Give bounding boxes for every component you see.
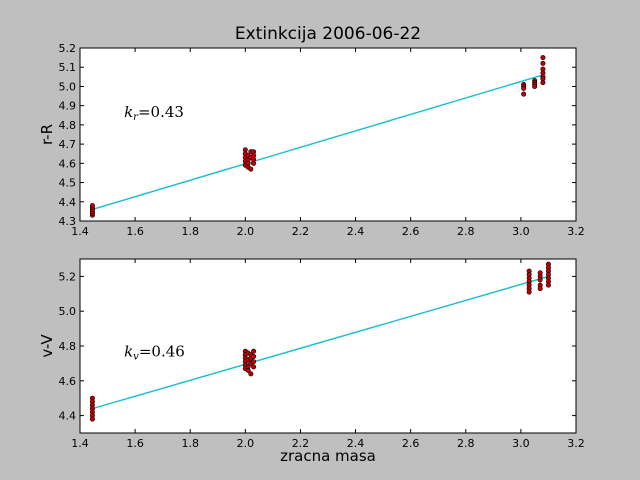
series-1 bbox=[89, 261, 551, 422]
data-point bbox=[248, 166, 254, 172]
x-tick-label: 2.2 bbox=[292, 437, 310, 450]
y-tick-label: 5.0 bbox=[59, 305, 77, 318]
plots-container: 1.4 1.6 1.8 2.0 2.2 2.4 2.6 2.8 3.0 3.2 4.3 4.4 4.5 4… bbox=[38, 42, 585, 465]
data-point bbox=[540, 60, 546, 66]
x-tick-label: 2.0 bbox=[237, 437, 255, 450]
series-1 bbox=[89, 55, 546, 218]
y-tick-label: 4.3 bbox=[59, 215, 77, 228]
x-tick-label: 3.2 bbox=[567, 225, 585, 238]
data-point bbox=[251, 359, 257, 365]
extinction-coefficient-label: kr=0.43 bbox=[124, 103, 184, 123]
data-point bbox=[540, 80, 546, 86]
axes-background bbox=[80, 259, 576, 433]
x-tick-label: 2.4 bbox=[347, 225, 365, 238]
y-tick-label: 5.2 bbox=[59, 270, 77, 283]
axes-background bbox=[80, 48, 576, 221]
data-point bbox=[540, 55, 546, 61]
y-tick-label: 4.8 bbox=[59, 340, 77, 353]
data-point bbox=[89, 416, 95, 422]
x-tick-label: 3.0 bbox=[512, 225, 530, 238]
x-tick-label: 1.6 bbox=[126, 225, 144, 238]
data-point bbox=[545, 282, 551, 288]
data-point bbox=[532, 83, 538, 89]
data-point bbox=[245, 367, 251, 373]
y-tick-label: 4.4 bbox=[59, 196, 77, 209]
y-tick-label: 4.5 bbox=[59, 177, 77, 190]
fit-line bbox=[92, 275, 549, 410]
axes-frame bbox=[79, 47, 577, 222]
data-point bbox=[537, 277, 543, 283]
y-tick-label: 5.2 bbox=[59, 42, 77, 55]
y-tick-label: 4.4 bbox=[59, 410, 77, 423]
data-point bbox=[526, 289, 532, 295]
x-tick-label: 3.0 bbox=[512, 437, 530, 450]
y-tick-label: 4.6 bbox=[59, 157, 77, 170]
data-point bbox=[251, 160, 257, 166]
y-tick-label: 4.8 bbox=[59, 119, 77, 132]
fit-line bbox=[92, 74, 544, 211]
data-point bbox=[251, 353, 257, 359]
x-tick-label: 2.4 bbox=[347, 437, 365, 450]
x-tick-label: 3.2 bbox=[567, 437, 585, 450]
x-tick-label: 1.4 bbox=[71, 225, 89, 238]
x-tick-label: 1.8 bbox=[181, 437, 199, 450]
y-tick-label: 5.0 bbox=[59, 80, 77, 93]
x-tick-label: 2.2 bbox=[292, 225, 310, 238]
y-tick-label: 4.9 bbox=[59, 100, 77, 113]
chart-title: Extinkcija 2006-06-22 bbox=[235, 24, 421, 44]
data-point bbox=[251, 348, 257, 354]
x-tick-label: 2.6 bbox=[402, 225, 420, 238]
x-axis-label: zracna masa bbox=[280, 447, 376, 465]
data-point bbox=[521, 91, 527, 97]
subplot-1: 1.4 1.6 1.8 2.0 2.2 2.4 2.6 2.8 3.0 3.2 4.3 4.4 4.5 4… bbox=[38, 42, 585, 238]
y-tick-label: 4.7 bbox=[59, 138, 77, 151]
data-point bbox=[251, 364, 257, 370]
y-axis-label: v-V bbox=[38, 334, 56, 358]
x-tick-label: 1.8 bbox=[181, 225, 199, 238]
y-tick-label: 4.6 bbox=[59, 375, 77, 388]
extinction-coefficient-label: kv=0.46 bbox=[124, 342, 185, 362]
data-point bbox=[537, 286, 543, 292]
x-tick-label: 1.4 bbox=[71, 437, 89, 450]
x-tick-label: 2.6 bbox=[402, 437, 420, 450]
data-point bbox=[521, 85, 527, 91]
y-tick-label: 5.1 bbox=[59, 61, 77, 74]
x-tick-label: 2.8 bbox=[457, 437, 475, 450]
data-point bbox=[89, 203, 95, 209]
x-tick-label: 2.0 bbox=[237, 225, 255, 238]
subplot-2: 1.4 1.6 1.8 2.0 2.2 2.4 2.6 2.8 3.0 3.2 4.4 4.6 4.8 5… bbox=[38, 258, 585, 465]
data-point bbox=[248, 371, 254, 377]
y-axis-label: r-R bbox=[38, 124, 56, 145]
x-tick-label: 1.6 bbox=[126, 437, 144, 450]
x-tick-label: 2.8 bbox=[457, 225, 475, 238]
